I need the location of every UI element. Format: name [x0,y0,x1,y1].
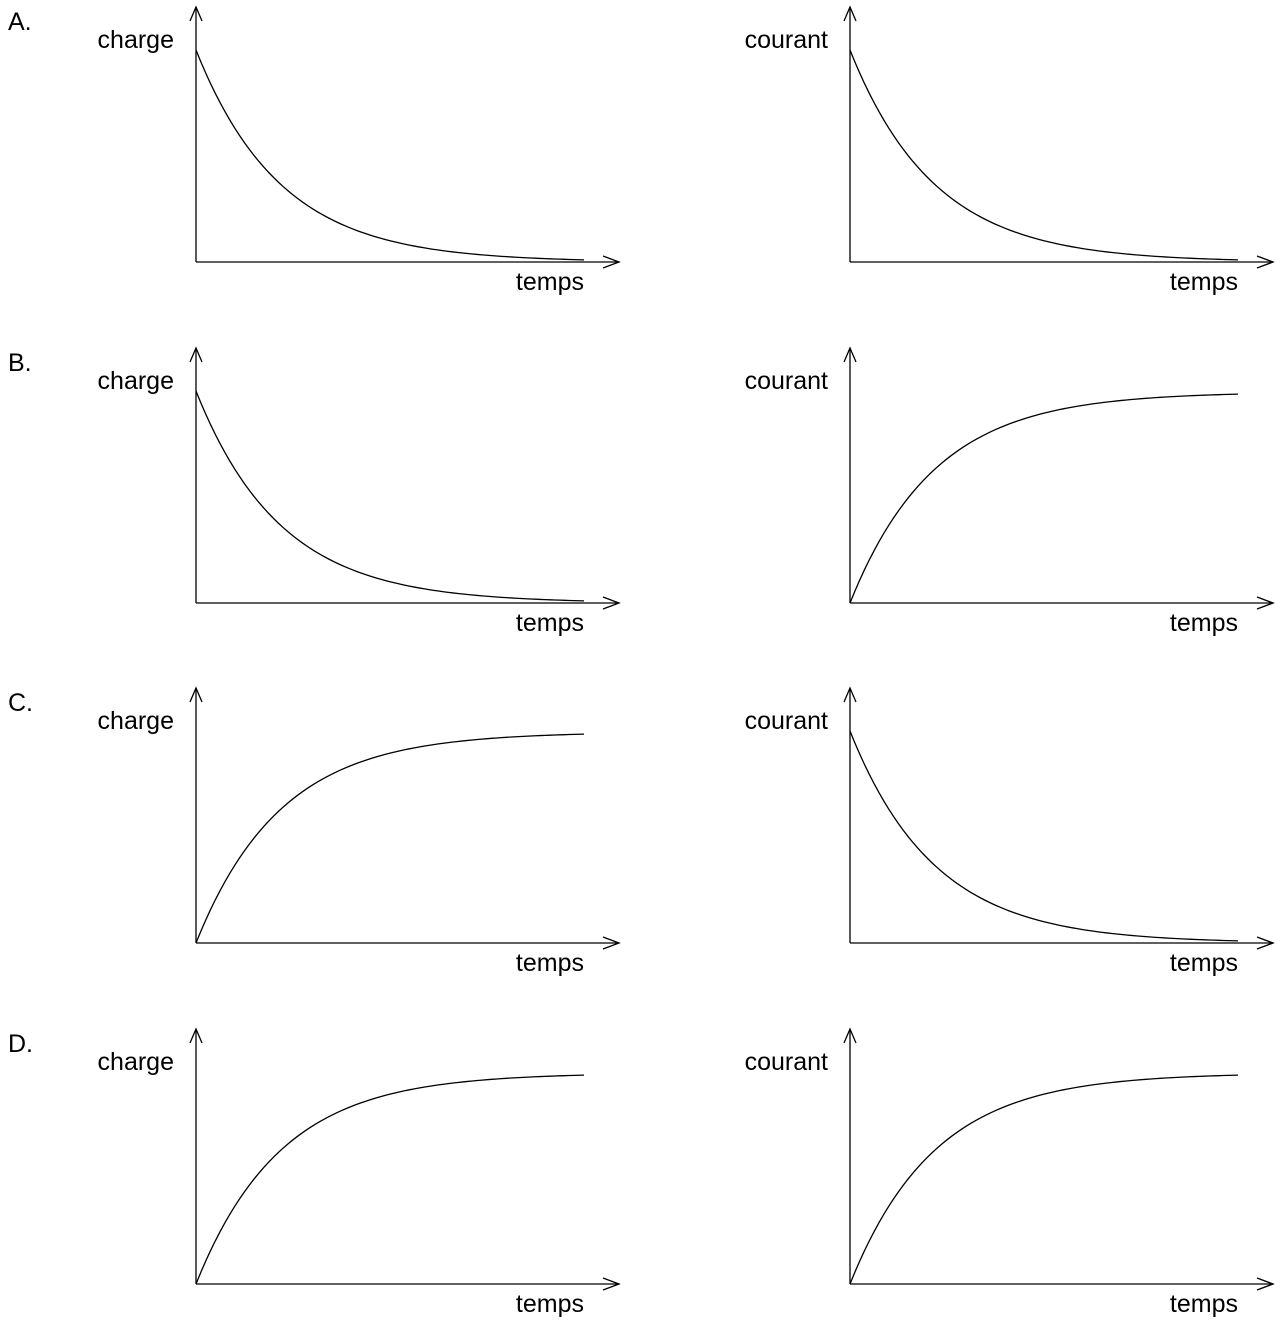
x-axis-arrow [1256,255,1275,269]
curve-exponential-decay [195,49,585,261]
y-axis-label: charge [98,26,174,54]
x-axis-arrow [602,596,621,610]
x-axis-arrow [602,936,621,950]
option-label: D. [8,1030,33,1058]
graph-2-1: B. charge temps [8,346,621,637]
x-axis-label: temps [1170,609,1238,637]
x-axis-arrow [602,255,621,269]
y-axis-label: courant [745,707,828,735]
y-axis-arrow [189,686,203,703]
y-axis-label: courant [745,367,828,395]
y-axis-label: charge [98,1048,174,1076]
graph-1-1: A. charge temps [8,5,621,296]
graph-1-2: courant temps [745,5,1275,296]
x-axis-label: temps [516,949,584,977]
x-axis-arrow [1256,936,1275,950]
y-axis-arrow [843,5,857,22]
curve-exponential-decay [849,49,1239,261]
graph-2-2: courant temps [745,346,1275,637]
x-axis-label: temps [516,268,584,296]
y-axis-label: courant [745,1048,828,1076]
y-axis-label: courant [745,26,828,54]
y-axis-label: charge [98,707,174,735]
graph-4-2: courant temps [745,1027,1275,1318]
curve-exponential-growth-saturating [849,1074,1239,1285]
graph-3-1: C. charge temps [8,686,621,977]
curve-exponential-growth-saturating [195,1074,585,1285]
y-axis-arrow [843,686,857,703]
x-axis-arrow [1256,596,1275,610]
y-axis-arrow [189,5,203,22]
y-axis-arrow [843,1027,857,1044]
x-axis-arrow [602,1277,621,1291]
y-axis-arrow [843,346,857,363]
x-axis-label: temps [516,1290,584,1318]
y-axis-arrow [189,1027,203,1044]
curve-exponential-decay [849,730,1239,942]
curve-exponential-growth-saturating [849,393,1239,604]
x-axis-label: temps [516,609,584,637]
curve-exponential-growth-saturating [195,733,585,944]
x-axis-arrow [1256,1277,1275,1291]
y-axis-label: charge [98,367,174,395]
option-label: C. [8,689,33,717]
x-axis-label: temps [1170,949,1238,977]
y-axis-arrow [189,346,203,363]
graph-4-1: D. charge temps [8,1027,621,1318]
graph-3-2: courant temps [745,686,1275,977]
option-label: A. [8,8,32,36]
x-axis-label: temps [1170,268,1238,296]
curve-exponential-decay [195,390,585,602]
x-axis-label: temps [1170,1290,1238,1318]
option-label: B. [8,349,32,377]
